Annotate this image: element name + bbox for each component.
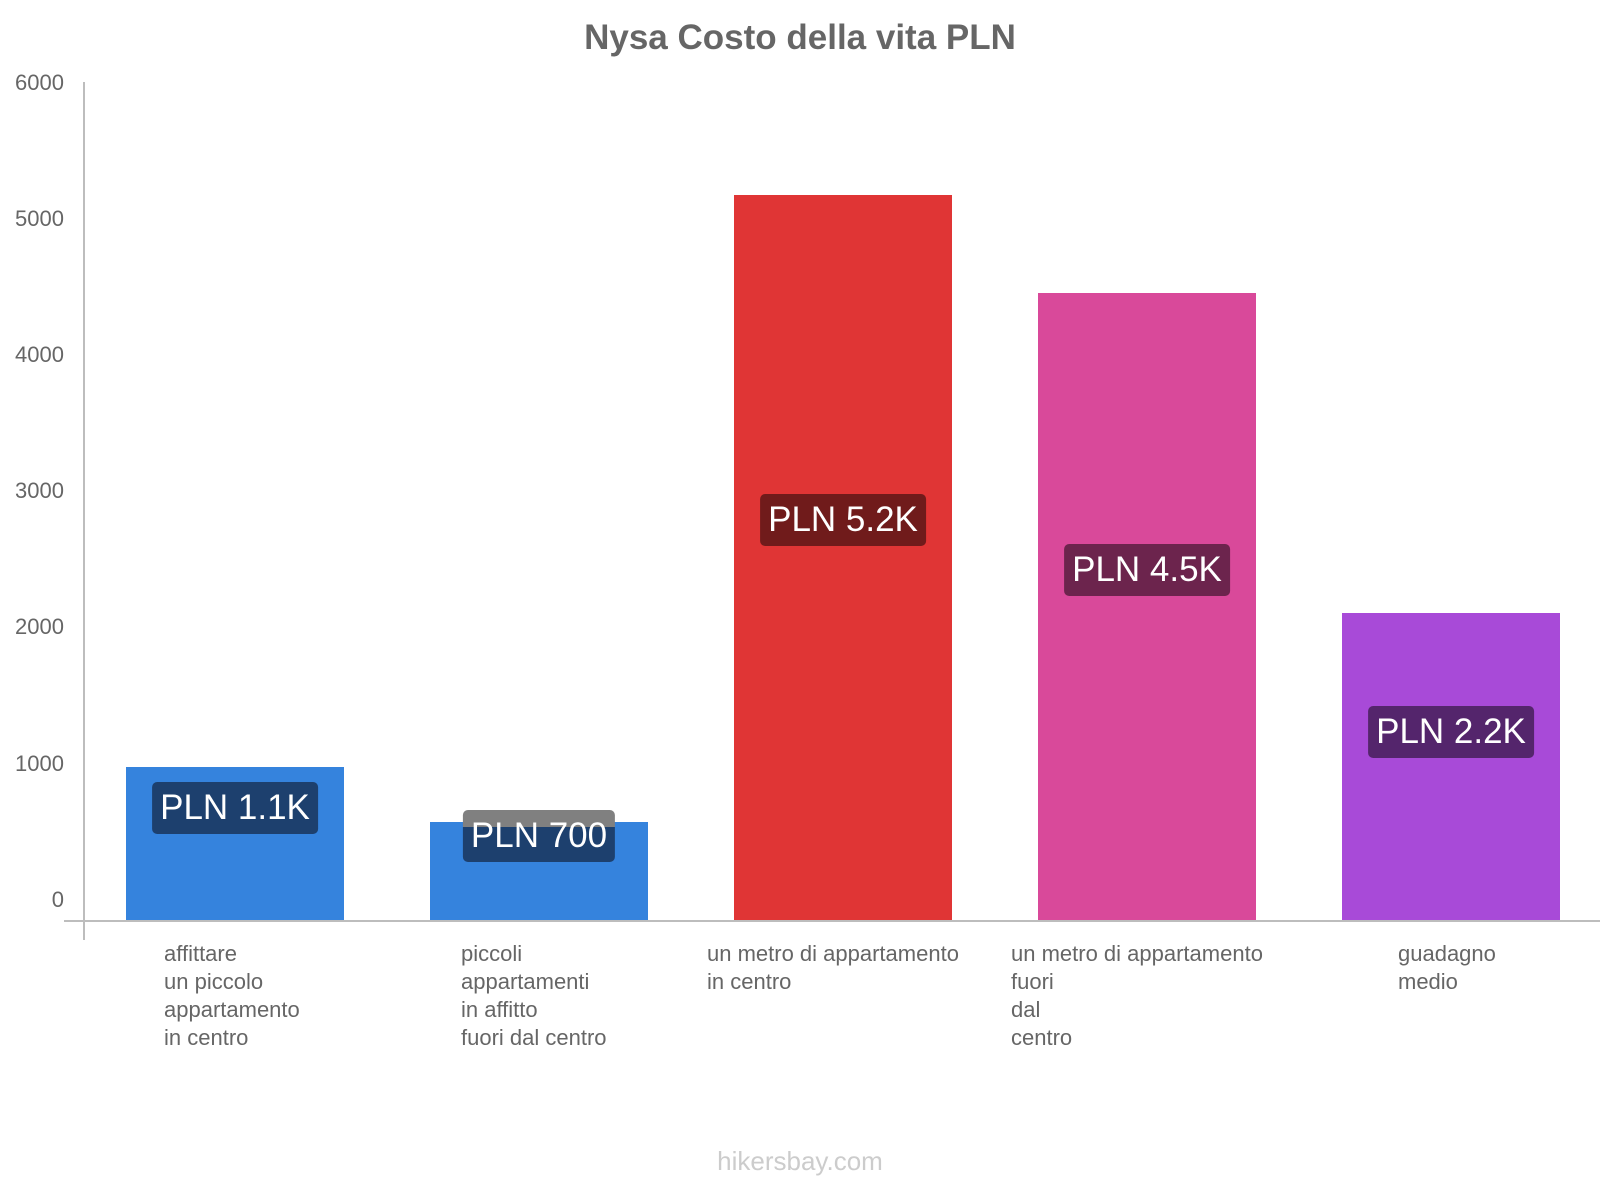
y-axis-line [83, 82, 85, 940]
value-label: PLN 2.2K [1368, 706, 1534, 758]
value-label: PLN 4.5K [1064, 544, 1230, 596]
value-label: PLN 1.1K [152, 782, 318, 834]
x-tick-label: affittare un piccolo appartamento in cen… [164, 941, 300, 1050]
y-tick-label: 5000 [15, 206, 64, 231]
y-tick-label: 2000 [15, 614, 64, 639]
y-tick-label: 6000 [15, 70, 64, 95]
y-tick-label: 0 [51, 887, 64, 912]
bar-average-salary[interactable] [1342, 613, 1560, 920]
bar-sqm-outside[interactable] [1038, 293, 1256, 920]
x-tick-label: guadagno medio [1398, 941, 1496, 994]
x-tick-label: piccoli appartamenti in affitto fuori da… [461, 941, 607, 1050]
chart-title: Nysa Costo della vita PLN [584, 18, 1016, 57]
bar-sqm-center[interactable] [734, 195, 952, 920]
y-tick-label: 1000 [15, 751, 64, 776]
y-tick-label: 4000 [15, 342, 64, 367]
value-label: PLN 700 [462, 810, 616, 862]
watermark-link[interactable]: hikersbay.com [717, 1146, 883, 1176]
x-axis-line [64, 920, 1600, 922]
x-tick-label: un metro di appartamento in centro [707, 941, 959, 994]
y-tick-label: 3000 [15, 478, 64, 503]
x-tick-label: un metro di appartamento fuori dal centr… [1011, 941, 1263, 1050]
value-label: PLN 5.2K [760, 494, 926, 546]
